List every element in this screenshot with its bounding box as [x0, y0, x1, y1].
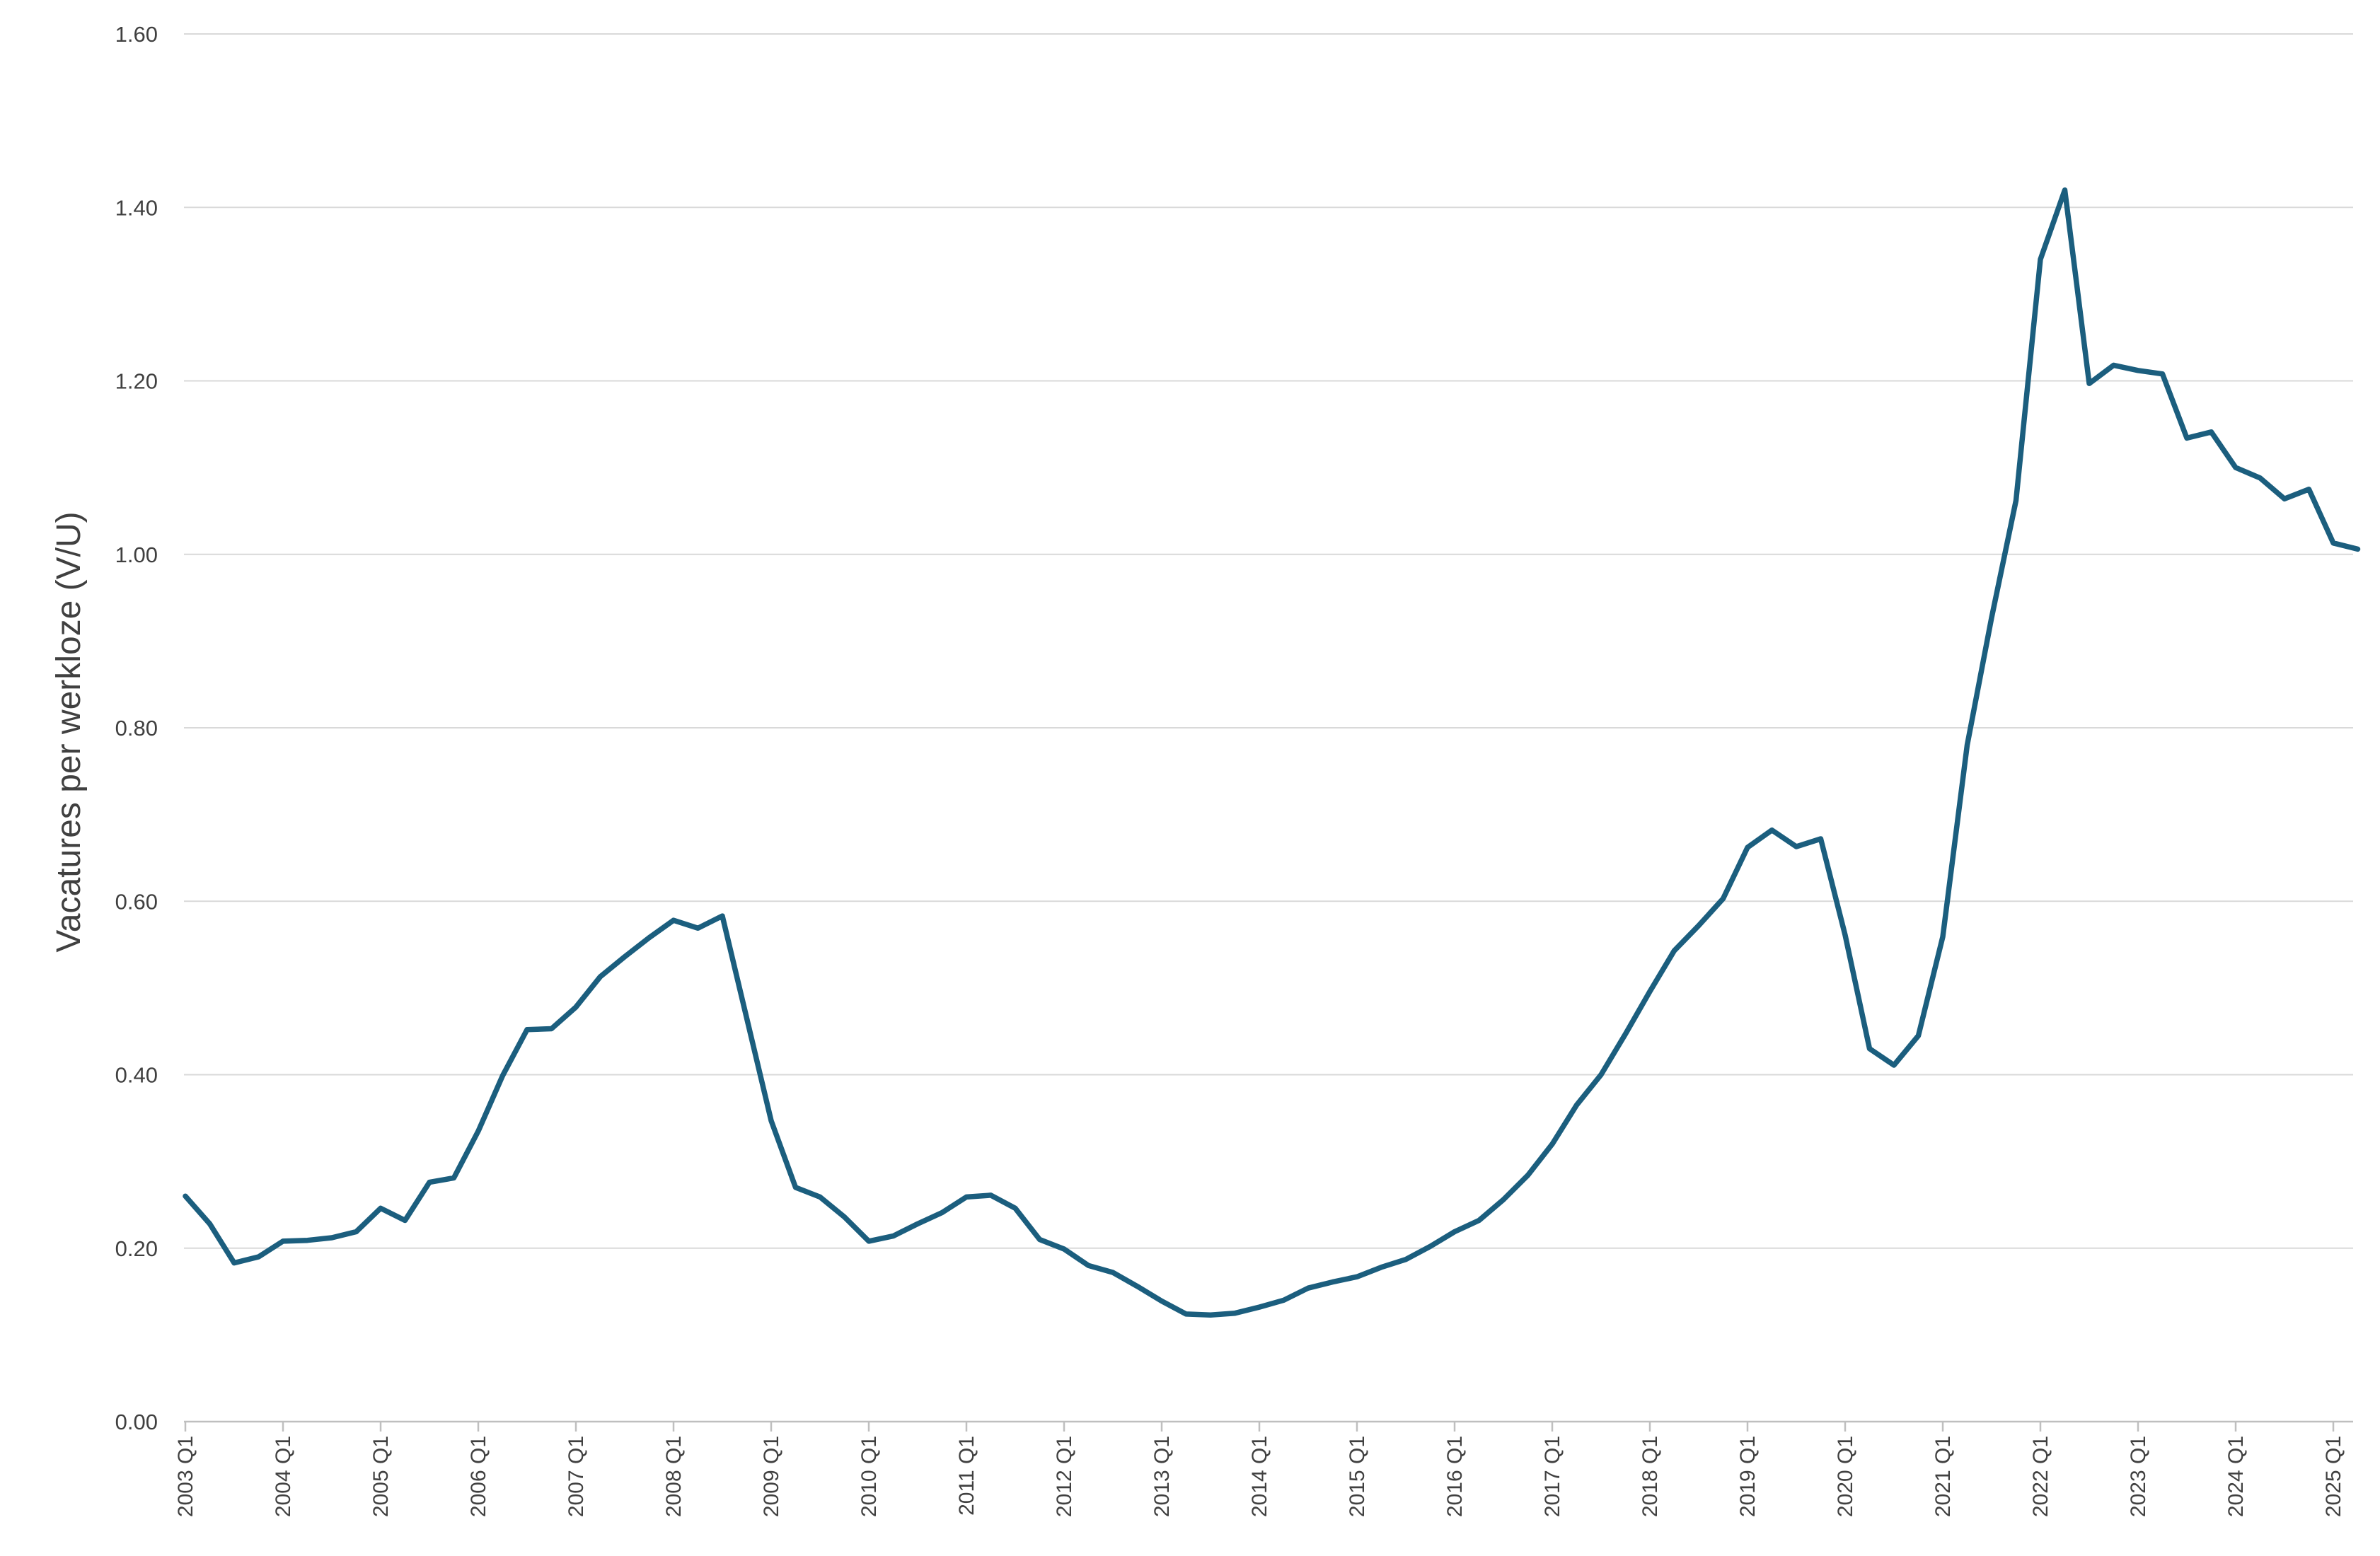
y-axis-label: Vacatures per werkloze (V/U): [50, 511, 88, 952]
x-tick-label: 2013 Q1: [1150, 1436, 1174, 1517]
x-tick-label: 2014 Q1: [1248, 1436, 1271, 1517]
x-tick-label: 2015 Q1: [1346, 1436, 1369, 1517]
y-tick-label: 0.00: [115, 1410, 158, 1434]
x-tick-label: 2018 Q1: [1639, 1436, 1662, 1517]
x-tick-label: 2022 Q1: [2029, 1436, 2052, 1517]
x-tick-label: 2011 Q1: [955, 1436, 978, 1516]
x-tick-label: 2021 Q1: [1931, 1436, 1955, 1517]
y-tick-label: 1.40: [115, 195, 158, 220]
x-tick-label: 2020 Q1: [1834, 1436, 1857, 1517]
y-tick-label: 1.60: [115, 22, 158, 47]
plot-area: [183, 187, 2361, 1318]
x-tick-label: 2012 Q1: [1053, 1436, 1076, 1517]
x-tick-label: 2016 Q1: [1443, 1436, 1467, 1517]
y-tick-label: 1.20: [115, 369, 158, 394]
x-tick-label: 2023 Q1: [2127, 1436, 2150, 1517]
y-tick-label: 0.80: [115, 716, 158, 741]
x-tick-label: 2019 Q1: [1736, 1436, 1760, 1517]
x-tick-label: 2005 Q1: [369, 1436, 393, 1517]
x-tick-label: 2010 Q1: [857, 1436, 881, 1517]
y-tick-label: 0.40: [115, 1063, 158, 1088]
x-tick-label: 2007 Q1: [565, 1436, 588, 1517]
y-tick-label: 1.00: [115, 542, 158, 567]
y-tick-label: 0.60: [115, 889, 158, 914]
x-tick-label: 2009 Q1: [760, 1436, 783, 1517]
y-tick-label: 0.20: [115, 1236, 158, 1261]
x-axis: 2003 Q1 2004 Q1 2005 Q1 2006 Q1 2007 Q1 2008 …: [174, 1420, 2353, 1517]
x-tick-label: 2003 Q1: [174, 1436, 197, 1517]
x-tick-label: 2025 Q1: [2322, 1436, 2345, 1517]
x-tick-label: 2008 Q1: [662, 1436, 686, 1517]
y-axis-tick-labels: 0.00 0.20 0.40 0.60 0.80 1.00 1.20 1.40 1.60: [115, 22, 158, 1434]
x-tick-label: 2017 Q1: [1541, 1436, 1564, 1517]
x-tick-label: 2004 Q1: [272, 1436, 295, 1517]
gridlines: [184, 33, 2353, 1249]
x-tick-label: 2024 Q1: [2224, 1436, 2248, 1517]
x-tick-label: 2006 Q1: [467, 1436, 490, 1517]
series-line: [183, 187, 2361, 1318]
